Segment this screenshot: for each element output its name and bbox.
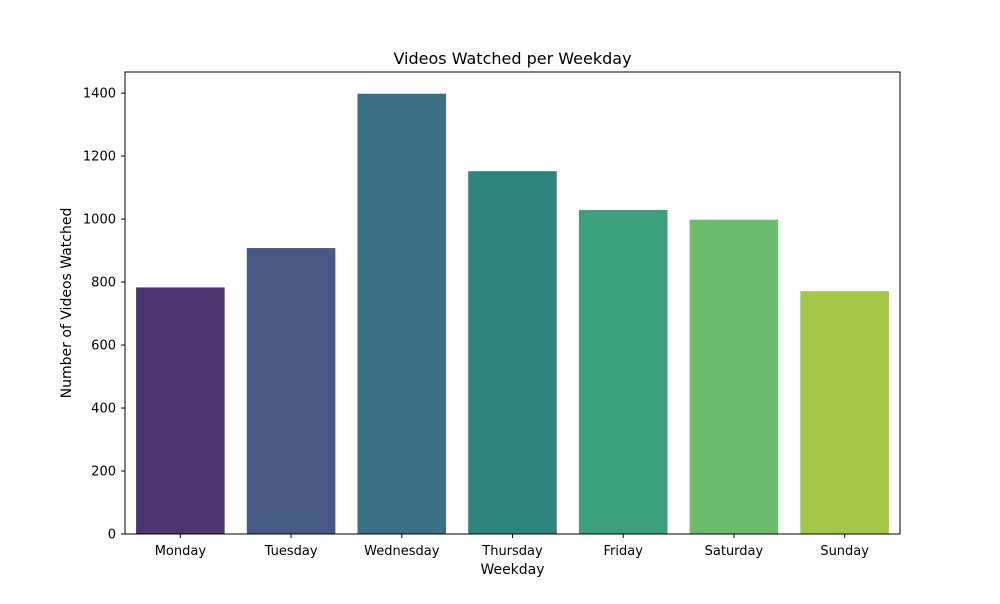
y-tick-label: 0 — [108, 528, 116, 543]
bar-thursday — [468, 171, 557, 534]
x-tick-label: Thursday — [481, 544, 543, 559]
bar-sunday — [800, 291, 889, 534]
bar-wednesday — [357, 93, 447, 534]
y-tick-label: 1200 — [83, 150, 116, 165]
bar-tuesday — [246, 248, 336, 535]
x-axis-label: Weekday — [480, 562, 544, 578]
y-tick-label: 1400 — [83, 87, 116, 102]
y-axis-label: Number of Videos Watched — [59, 208, 75, 399]
y-tick-label: 1000 — [83, 213, 116, 228]
x-tick-label: Friday — [604, 544, 644, 559]
bar-monday — [136, 287, 225, 534]
y-axis: 0 200 400 600 800 1000 1200 1400 — [83, 87, 125, 543]
bar-saturday — [689, 219, 779, 534]
chart-title: Videos Watched per Weekday — [393, 49, 631, 68]
x-axis: Monday Tuesday Wednesday Thursday Friday Satu… — [155, 534, 869, 559]
x-tick-label: Tuesday — [264, 544, 318, 559]
x-tick-label: Wednesday — [364, 544, 440, 559]
x-tick-label: Sunday — [820, 544, 869, 559]
y-tick-label: 800 — [91, 276, 116, 291]
bars-group — [136, 93, 889, 535]
y-tick-label: 200 — [91, 465, 116, 480]
x-tick-label: Saturday — [705, 544, 764, 559]
y-tick-label: 600 — [91, 339, 116, 354]
y-tick-label: 400 — [91, 402, 116, 417]
x-tick-label: Monday — [155, 544, 207, 559]
bar-friday — [578, 209, 668, 534]
